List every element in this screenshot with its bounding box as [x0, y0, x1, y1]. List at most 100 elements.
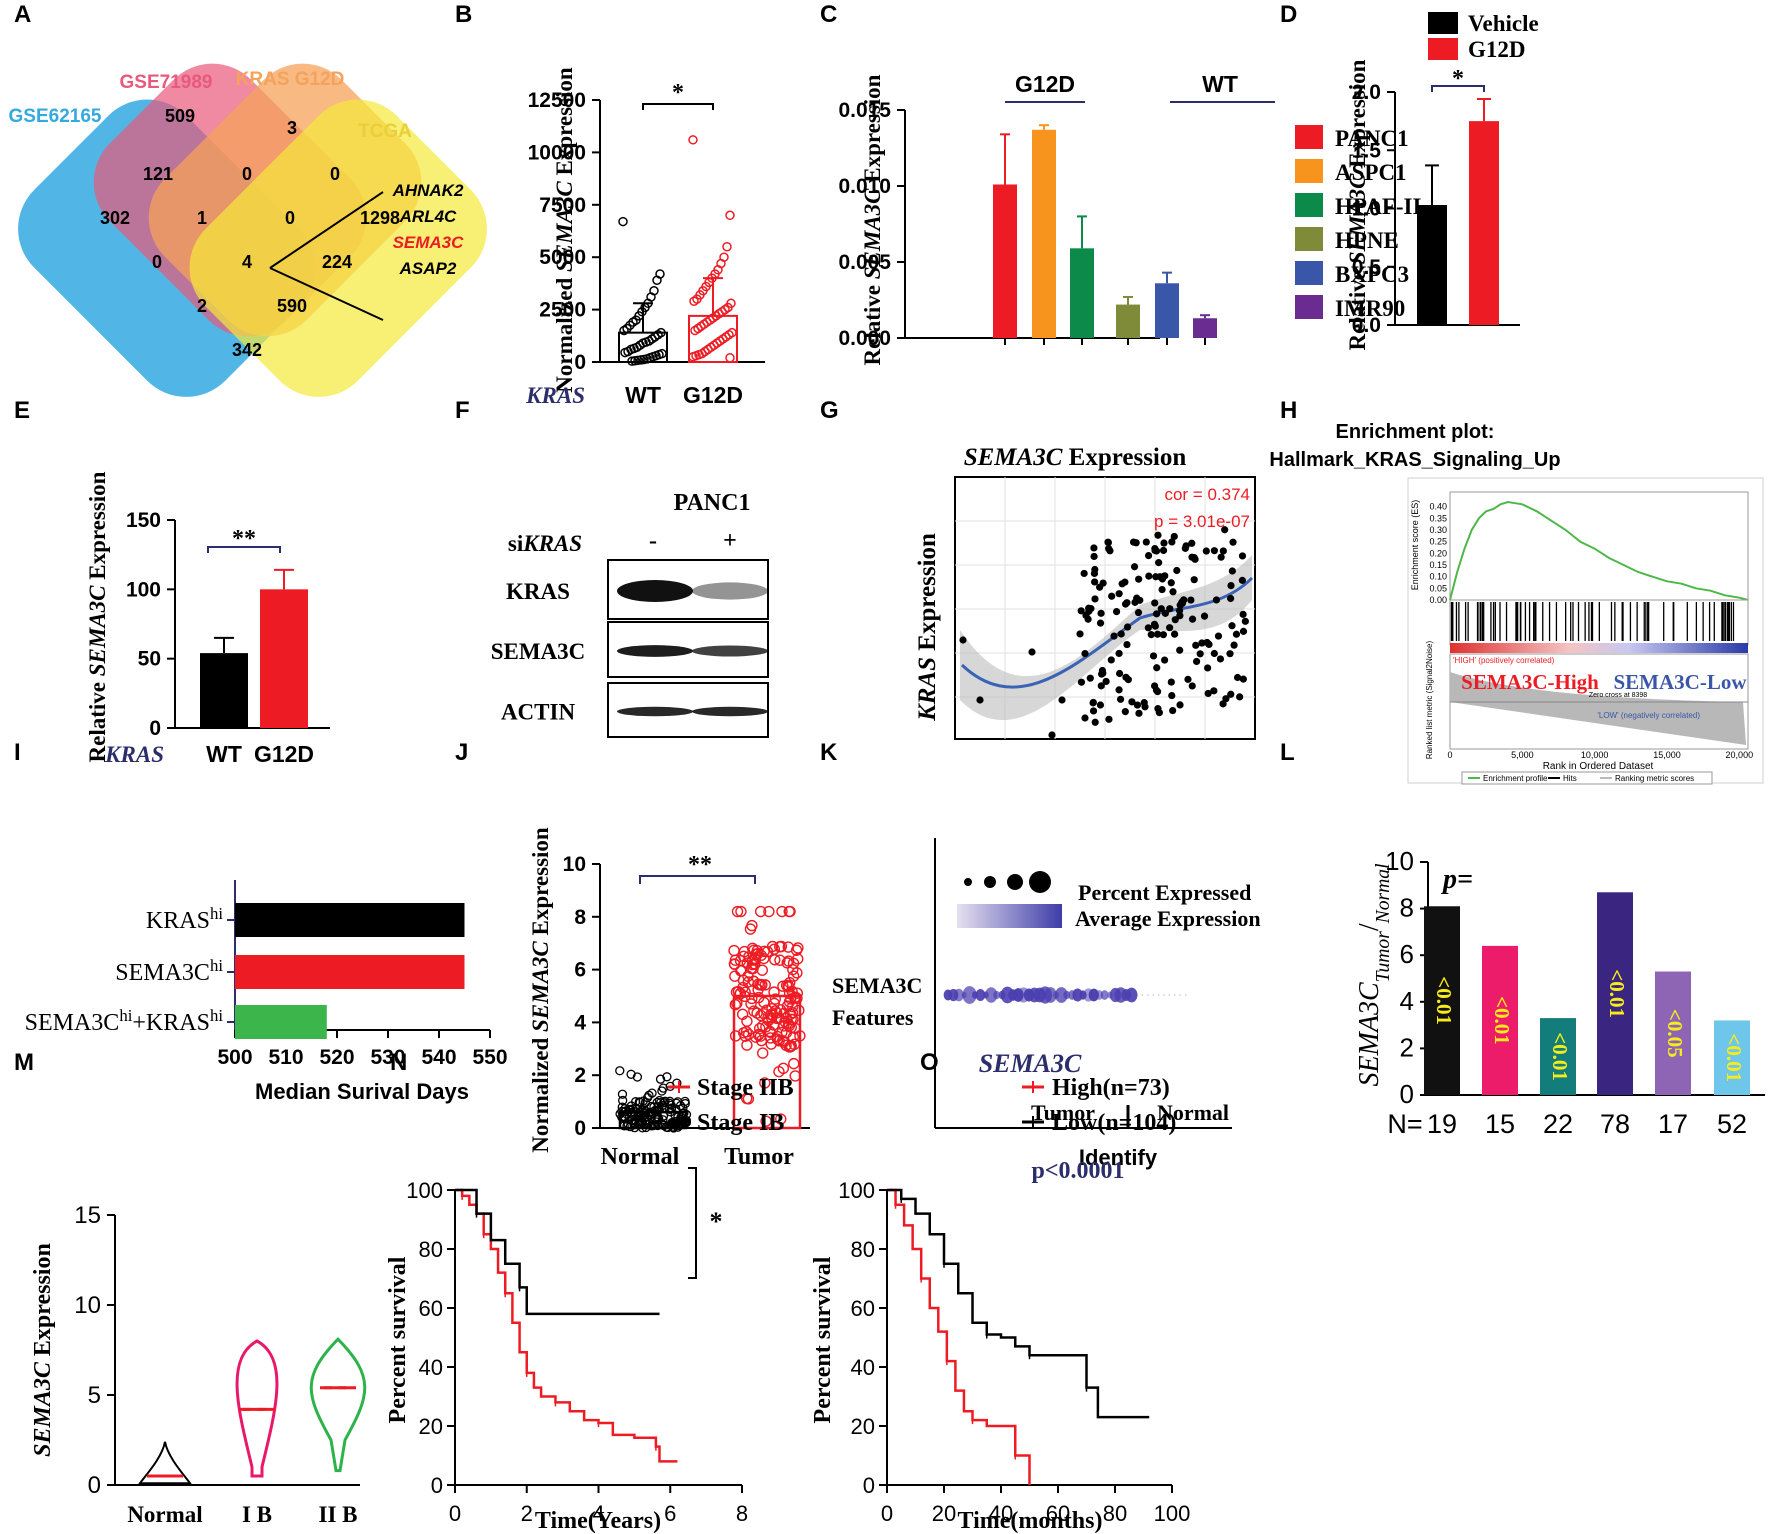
y-tick-label: 0.25 — [1429, 537, 1447, 547]
bar-bxpc3 — [1155, 283, 1179, 338]
data-point — [1104, 538, 1113, 547]
y-tick-label: 0.010 — [838, 175, 891, 198]
label-part: SEMA3C — [85, 585, 110, 676]
high-group-label: SEMA3C-High — [1461, 670, 1599, 694]
data-point — [1180, 596, 1188, 604]
data-point — [756, 1020, 769, 1032]
x-tick-label: 17 — [1658, 1109, 1688, 1139]
data-point — [1191, 555, 1199, 563]
x-tick-label: 19 — [1427, 1109, 1457, 1139]
significance-bracket — [688, 1167, 697, 1279]
x-tick-label: 2 — [521, 1501, 533, 1526]
data-point — [749, 953, 762, 965]
data-point — [1086, 674, 1094, 682]
y-tick-label: 0 — [431, 1473, 443, 1498]
data-point — [791, 987, 804, 999]
data-point — [1134, 608, 1143, 617]
data-point — [959, 636, 967, 644]
data-point — [1107, 656, 1115, 664]
data-point — [1221, 526, 1229, 534]
data-point — [740, 1092, 753, 1105]
data-point — [792, 953, 804, 965]
data-point — [1210, 649, 1218, 658]
y-axis-label: Relative SEMA3C Expression — [1345, 59, 1370, 350]
data-point — [1077, 678, 1086, 686]
bar-sema3c — [235, 955, 465, 989]
panel-letter-b: B — [455, 1, 472, 28]
x-tick-label: 60 — [1046, 1501, 1070, 1526]
data-point — [626, 1069, 636, 1079]
data-point — [1167, 678, 1175, 686]
n-label: N= — [1387, 1109, 1422, 1139]
expression-dot — [1072, 988, 1083, 1002]
expression-dot — [985, 987, 998, 1003]
data-point — [1153, 630, 1162, 638]
data-point — [662, 1072, 672, 1082]
y-axis-label: SEMA3C Expression — [30, 1243, 56, 1457]
y-tick-label: 150 — [126, 509, 161, 532]
x-tick-label: 20 — [932, 1501, 956, 1526]
data-point — [1188, 615, 1197, 623]
data-point — [728, 958, 741, 971]
legend-label: Hits — [1563, 774, 1577, 783]
data-point — [1089, 707, 1098, 715]
pvalue-label: <0.01 — [1548, 1032, 1572, 1081]
data-point — [1112, 608, 1121, 616]
venn-count: 0 — [330, 164, 340, 184]
significance-bracket — [639, 875, 756, 884]
x-axis-label: Time(months) — [958, 1508, 1103, 1534]
survival-n-curve-1 — [455, 1188, 660, 1316]
expression-dot — [1152, 994, 1154, 996]
color-legend-bar — [957, 904, 1062, 928]
y-tick-label: 0 — [574, 351, 586, 374]
lane-label: - — [649, 528, 657, 554]
venn-gene-label: SEMA3C — [393, 233, 465, 252]
x-tick-label: Normal — [127, 1502, 202, 1527]
data-point — [780, 1039, 792, 1052]
data-point — [1097, 609, 1105, 617]
data-point — [619, 325, 629, 336]
label-part: +KRAS — [132, 1010, 210, 1036]
data-point — [1160, 656, 1169, 664]
data-point — [1105, 545, 1113, 553]
blot-band — [692, 582, 768, 600]
expression-dot — [1136, 994, 1138, 996]
expression-dot — [1100, 990, 1109, 1000]
pvalue-label: <0.01 — [1722, 1033, 1746, 1082]
data-point — [1241, 617, 1249, 625]
blot-title: PANC1 — [674, 490, 751, 516]
group-label-g12d: G12D — [1015, 71, 1075, 97]
y-tick-label: 6 — [1400, 939, 1414, 969]
label-part: Expression — [1345, 59, 1370, 173]
data-point — [1115, 669, 1124, 678]
x-tick-label: 8 — [736, 1501, 748, 1526]
data-point — [1097, 682, 1105, 690]
data-point — [1170, 532, 1178, 541]
data-point — [657, 1086, 667, 1096]
data-point — [1161, 609, 1169, 617]
data-point — [1167, 579, 1175, 587]
data-point — [774, 954, 786, 966]
data-point — [1239, 610, 1247, 618]
data-point — [1151, 599, 1159, 607]
label-part: hi — [210, 956, 223, 975]
data-point — [736, 1008, 749, 1021]
rank-bar — [1450, 643, 1748, 653]
expression-dot — [1055, 987, 1068, 1003]
y-axis-label: SEMA3CTumor/Normal — [1354, 863, 1394, 1087]
data-point — [1153, 610, 1161, 618]
significance-mark: * — [1452, 66, 1464, 92]
data-point — [1117, 630, 1125, 638]
x-tick-label: Tumor — [724, 1144, 794, 1170]
data-point — [1176, 701, 1184, 709]
bar-g12d — [260, 589, 308, 728]
pos-corr-label: 'HIGH' (positively correlated) — [1453, 656, 1555, 665]
data-point — [751, 1007, 763, 1019]
data-point — [652, 1097, 662, 1108]
venn-count: 2 — [197, 296, 207, 316]
y-tick-label: 50 — [138, 648, 161, 671]
data-point — [1089, 699, 1097, 707]
panel-letter-l: L — [1280, 739, 1295, 766]
x-tick-label: 550 — [472, 1046, 507, 1069]
label-part: SEMA3C — [552, 181, 577, 272]
